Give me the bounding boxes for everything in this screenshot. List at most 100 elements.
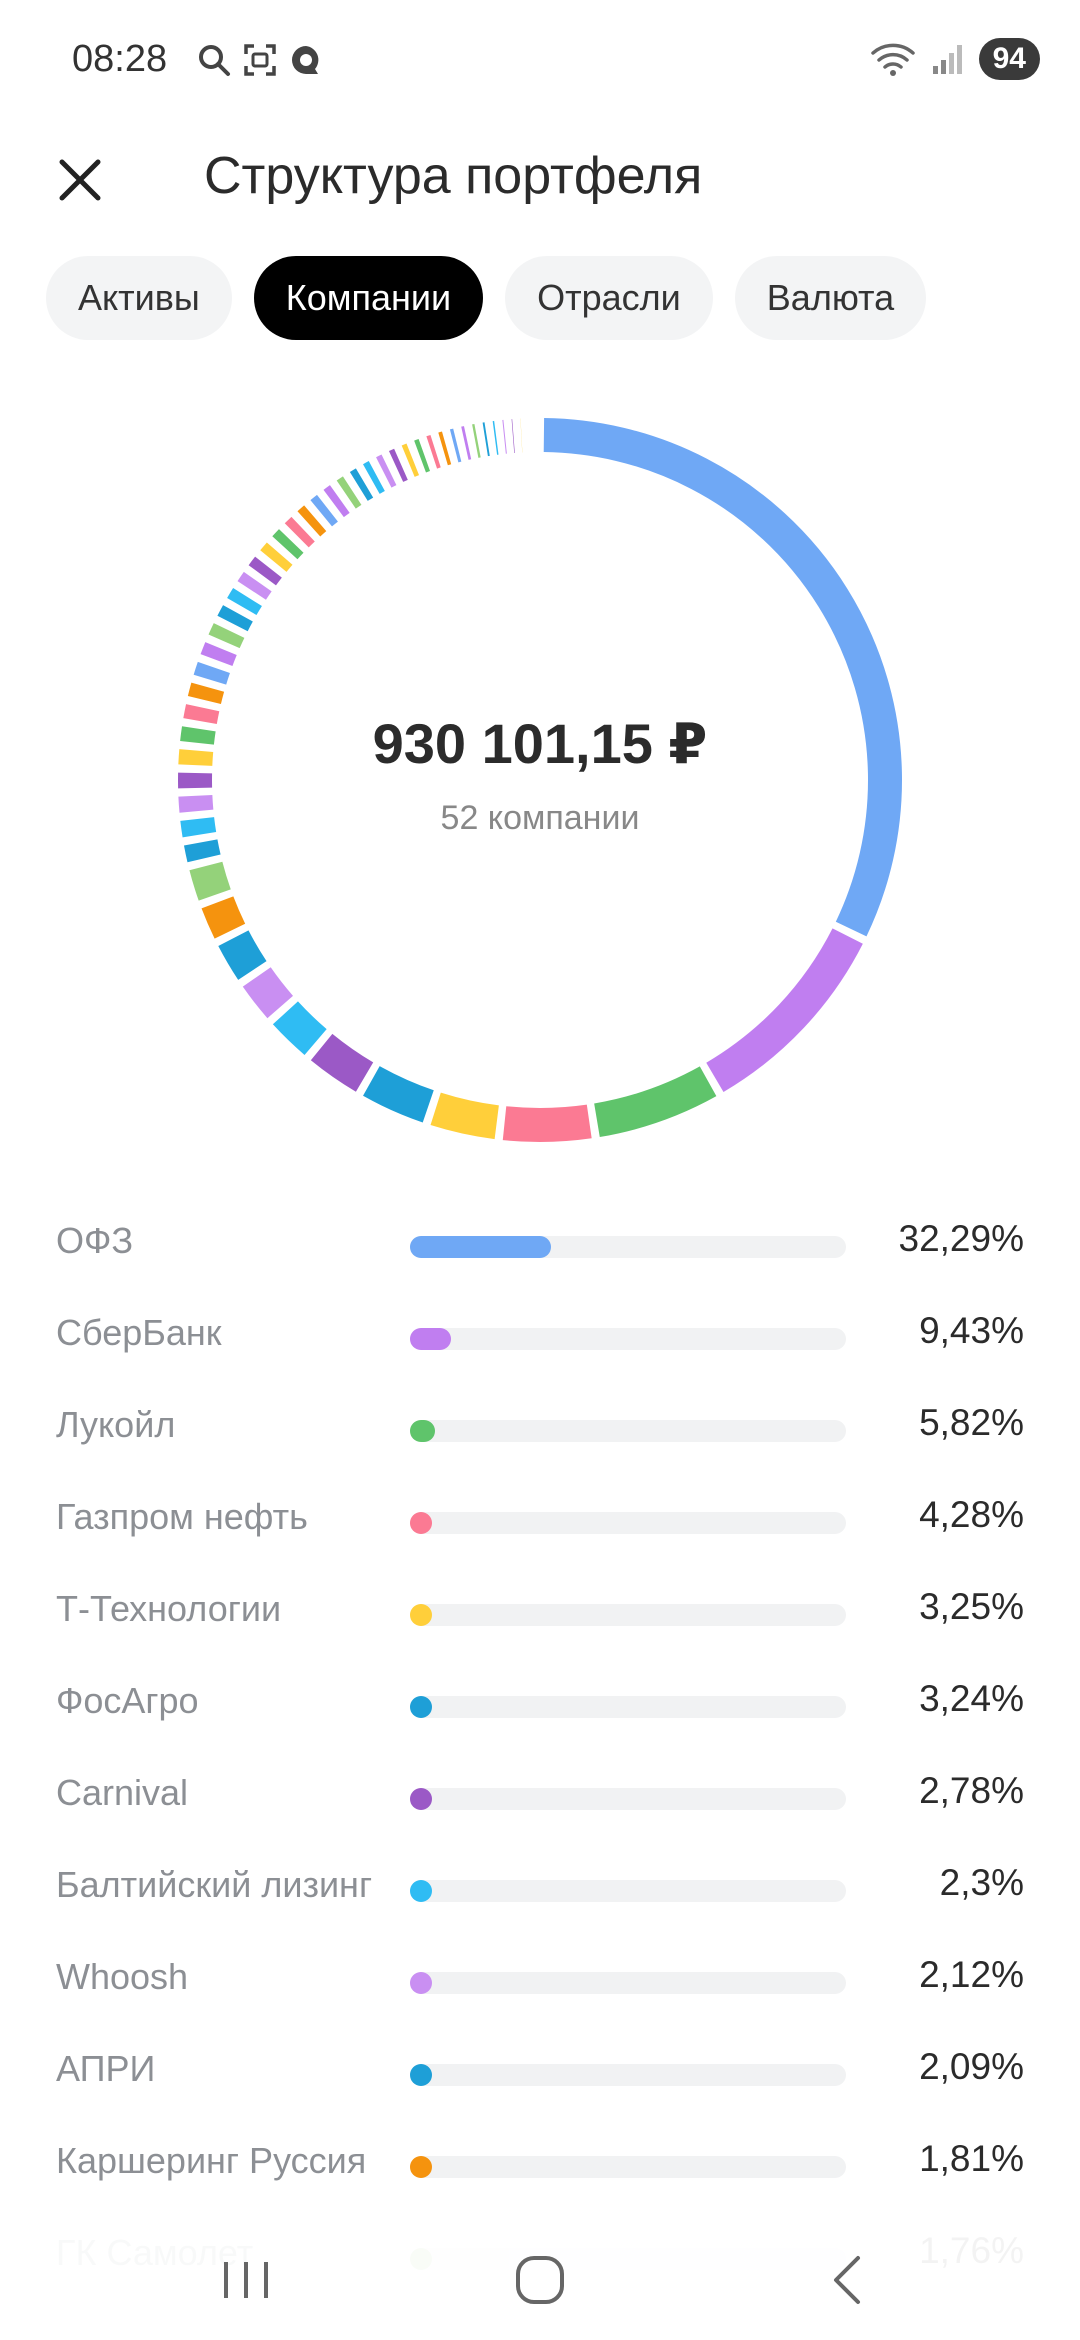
holding-row[interactable]: СберБанк 9,43% (0, 1288, 1080, 1380)
status-system-icons: 94 (869, 38, 1040, 80)
holding-name: ФосАгро (56, 1680, 199, 1721)
holding-bar-track (410, 1604, 846, 1626)
wifi-icon (870, 43, 915, 76)
donut-segment (376, 454, 397, 488)
holding-bar-track (410, 2064, 846, 2086)
home-icon (516, 2256, 564, 2304)
holding-percentage: 2,78% (919, 1770, 1024, 1811)
tab-currency[interactable]: Валюта (734, 256, 927, 340)
holding-name: Газпром нефть (56, 1496, 308, 1537)
holding-bar-track (410, 1236, 846, 1258)
close-button[interactable] (48, 148, 112, 212)
donut-segment (284, 516, 315, 548)
battery-indicator: 94 (978, 38, 1040, 80)
holding-row[interactable]: АПРИ 2,09% (0, 2024, 1080, 2116)
holding-row[interactable]: ФосАгро 3,24% (0, 1656, 1080, 1748)
donut-segment (193, 661, 230, 685)
donut-segment (363, 1066, 434, 1123)
recent-apps-button[interactable] (206, 2250, 286, 2310)
holding-bar-fill (410, 1788, 432, 1810)
donut-center: 930 101,15 ₽ 52 компании (170, 410, 910, 1150)
holding-row[interactable]: Каршеринг Руссия 1,81% (0, 2116, 1080, 2208)
donut-segment (187, 682, 225, 705)
donut-segment (260, 542, 293, 572)
portfolio-donut-chart: 930 101,15 ₽ 52 компании (170, 410, 910, 1150)
portfolio-total-value: 930 101,15 ₽ (372, 711, 708, 775)
tab-sectors[interactable]: Отрасли (505, 256, 713, 340)
donut-segment (217, 605, 253, 632)
holding-bar-fill (410, 2156, 432, 2178)
header: Структура портфеля (0, 130, 1080, 230)
holding-row[interactable]: Лукойл 5,82% (0, 1380, 1080, 1472)
donut-segment (183, 704, 220, 725)
donut-segment (180, 726, 216, 745)
companies-count: 52 компании (440, 798, 640, 837)
donut-segment (323, 485, 350, 518)
back-icon (834, 2256, 860, 2304)
tab-companies[interactable]: Компании (253, 256, 484, 340)
donut-segment (200, 642, 237, 667)
status-notification-icons (196, 42, 324, 78)
donut-segment (543, 418, 902, 937)
holding-name: Балтийский лизинг (56, 1864, 373, 1905)
holding-row[interactable]: Carnival 2,78% (0, 1748, 1080, 1840)
holding-percentage: 2,12% (919, 1954, 1024, 1995)
holding-percentage: 3,24% (919, 1678, 1024, 1719)
holding-bar-track (410, 1788, 846, 1810)
donut-segment (349, 468, 374, 501)
holding-name: Т-Технологии (56, 1588, 282, 1629)
donut-segment (189, 861, 231, 901)
donut-segment (430, 1092, 500, 1140)
donut-segment (310, 1033, 374, 1092)
holding-bar-fill (410, 1512, 432, 1534)
tab-bar: Активы Компании Отрасли Валюта (46, 256, 927, 340)
donut-segment (310, 494, 338, 527)
holding-percentage: 4,28% (919, 1494, 1024, 1535)
donut-segment (178, 749, 214, 766)
donut-segment (218, 930, 267, 980)
holding-row[interactable]: Whoosh 2,12% (0, 1932, 1080, 2024)
donut-segment (414, 438, 431, 473)
holding-bar-track (410, 1880, 846, 1902)
holding-bar-fill (410, 1420, 436, 1442)
page-title: Структура портфеля (204, 147, 703, 205)
donut-segment (388, 448, 408, 482)
home-button[interactable] (500, 2250, 580, 2310)
holding-row[interactable]: Газпром нефть 4,28% (0, 1472, 1080, 1564)
donut-segment (183, 839, 221, 863)
holding-percentage: 9,43% (919, 1310, 1024, 1351)
back-button[interactable] (808, 2250, 888, 2310)
holding-name: Каршеринг Руссия (56, 2140, 367, 2181)
holding-bar-track (410, 1972, 846, 1994)
donut-segment (272, 1001, 327, 1055)
holding-row[interactable]: Балтийский лизинг 2,3% (0, 1840, 1080, 1932)
donut-segment (237, 571, 272, 600)
donut-segment (502, 1104, 592, 1142)
close-icon (59, 159, 101, 201)
donut-segment (272, 529, 304, 560)
holding-row[interactable]: ОФЗ 32,29% (0, 1196, 1080, 1288)
holding-percentage: 5,82% (919, 1402, 1024, 1443)
status-bar: 08:28 94 (0, 0, 1080, 120)
donut-segment (178, 794, 214, 813)
tab-assets[interactable]: Активы (46, 256, 232, 340)
holding-percentage: 2,3% (939, 1862, 1024, 1903)
holding-row[interactable]: Т-Технологии 3,25% (0, 1564, 1080, 1656)
holding-bar-fill (410, 2064, 432, 2086)
donut-segment (242, 967, 294, 1019)
holding-bar-fill (410, 1328, 452, 1350)
holding-bar-track (410, 1420, 846, 1442)
holding-percentage: 2,09% (919, 2046, 1024, 2087)
donut-segment (449, 428, 462, 463)
holding-bar-fill (410, 1696, 432, 1718)
holding-bar-fill (410, 1604, 432, 1626)
donut-segment (297, 505, 327, 537)
holding-percentage: 32,29% (898, 1218, 1025, 1259)
donut-segment (201, 896, 246, 939)
donut-segment (248, 556, 282, 586)
holding-bar-fill (410, 1880, 432, 1902)
system-navigation-bar (0, 2220, 1080, 2340)
donut-segment (461, 426, 472, 460)
status-time: 08:28 (72, 38, 168, 80)
holding-name: Лукойл (56, 1404, 176, 1445)
